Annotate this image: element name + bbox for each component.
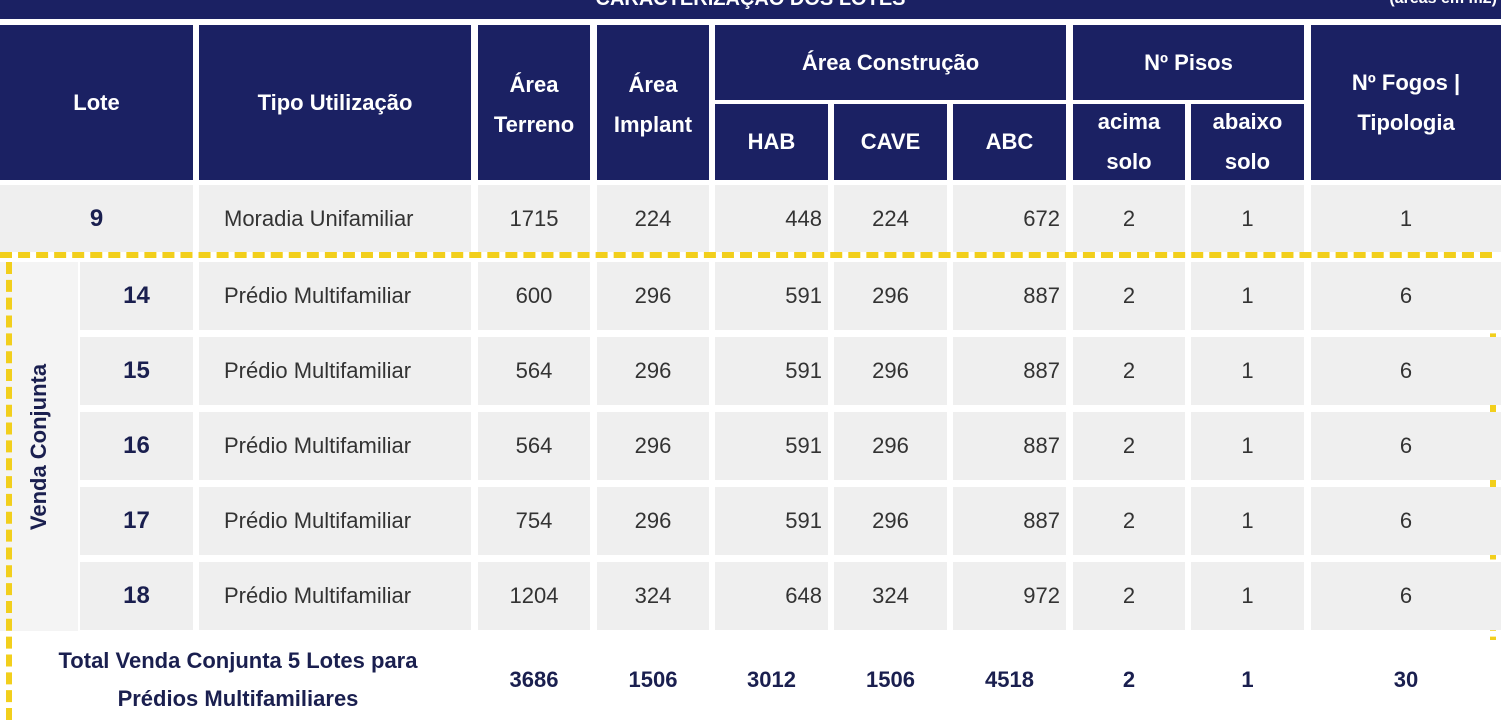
group-border <box>0 252 1492 258</box>
data-cell: 591 <box>715 337 828 405</box>
header-cell: abaixo solo <box>1191 104 1304 180</box>
data-cell: 1 <box>1191 337 1304 405</box>
data-cell: 2 <box>1073 562 1185 630</box>
data-cell: 224 <box>834 185 947 252</box>
lote-cell: 18 <box>80 562 193 630</box>
lote-cell: 9 <box>0 185 193 252</box>
data-cell: 1 <box>1311 185 1501 252</box>
data-cell: Prédio Multifamiliar <box>199 487 471 555</box>
data-cell: 6 <box>1311 412 1501 480</box>
data-cell: 887 <box>953 487 1066 555</box>
data-cell: Prédio Multifamiliar <box>199 562 471 630</box>
lote-cell: 14 <box>80 262 193 330</box>
data-cell: 564 <box>478 412 590 480</box>
data-cell: 296 <box>834 262 947 330</box>
group-border <box>6 262 12 720</box>
header-cell: Área Terreno <box>478 25 590 180</box>
header-cell: Nº Fogos | Tipologia <box>1311 25 1501 180</box>
data-cell: 224 <box>597 185 709 252</box>
group-label: Venda Conjunta <box>26 363 51 530</box>
data-cell: 6 <box>1311 262 1501 330</box>
data-cell: 591 <box>715 487 828 555</box>
data-cell: 324 <box>834 562 947 630</box>
data-cell: Prédio Multifamiliar <box>199 262 471 330</box>
header-cell: Área Implant <box>597 25 709 180</box>
total-cell: 1 <box>1191 640 1304 720</box>
data-cell: 6 <box>1311 337 1501 405</box>
data-cell: Moradia Unifamiliar <box>199 185 471 252</box>
total-label: Total Venda Conjunta 5 Lotes para Prédio… <box>20 640 456 720</box>
data-cell: 887 <box>953 337 1066 405</box>
data-cell: 600 <box>478 262 590 330</box>
header-cell: CAVE <box>834 104 947 180</box>
header-cell: Nº Pisos <box>1073 25 1304 100</box>
data-cell: 296 <box>597 487 709 555</box>
header-cell: ABC <box>953 104 1066 180</box>
data-cell: 672 <box>953 185 1066 252</box>
data-cell: 591 <box>715 412 828 480</box>
header-cell: Área Construção <box>715 25 1066 100</box>
data-cell: Prédio Multifamiliar <box>199 412 471 480</box>
data-cell: 1 <box>1191 262 1304 330</box>
header-cell: acima solo <box>1073 104 1185 180</box>
data-cell: 1715 <box>478 185 590 252</box>
data-cell: 296 <box>597 337 709 405</box>
data-cell: 887 <box>953 412 1066 480</box>
data-cell: 887 <box>953 262 1066 330</box>
data-cell: 296 <box>834 337 947 405</box>
title-bar <box>0 0 1501 19</box>
data-cell: 296 <box>597 412 709 480</box>
data-cell: 1 <box>1191 562 1304 630</box>
total-cell: 1506 <box>597 640 709 720</box>
lote-cell: 15 <box>80 337 193 405</box>
total-cell: 3686 <box>478 640 590 720</box>
title: CARACTERIZAÇÃO DOS LOTES <box>0 0 1501 11</box>
data-cell: 6 <box>1311 562 1501 630</box>
total-cell: 1506 <box>834 640 947 720</box>
header-cell: HAB <box>715 104 828 180</box>
data-cell: 564 <box>478 337 590 405</box>
total-cell: 30 <box>1311 640 1501 720</box>
group-cell: Venda Conjunta <box>0 262 78 631</box>
total-cell: 4518 <box>953 640 1066 720</box>
header-cell: Lote <box>0 25 193 180</box>
data-cell: 1 <box>1191 487 1304 555</box>
data-cell: 2 <box>1073 412 1185 480</box>
data-cell: 296 <box>597 262 709 330</box>
data-cell: 1204 <box>478 562 590 630</box>
data-cell: Prédio Multifamiliar <box>199 337 471 405</box>
data-cell: 1 <box>1191 412 1304 480</box>
data-cell: 6 <box>1311 487 1501 555</box>
data-cell: 972 <box>953 562 1066 630</box>
lote-cell: 17 <box>80 487 193 555</box>
data-cell: 2 <box>1073 337 1185 405</box>
data-cell: 296 <box>834 487 947 555</box>
data-cell: 1 <box>1191 185 1304 252</box>
total-cell: 3012 <box>715 640 828 720</box>
data-cell: 754 <box>478 487 590 555</box>
data-cell: 324 <box>597 562 709 630</box>
data-cell: 296 <box>834 412 947 480</box>
header-cell: Tipo Utilização <box>199 25 471 180</box>
lote-cell: 16 <box>80 412 193 480</box>
data-cell: 2 <box>1073 487 1185 555</box>
data-cell: 648 <box>715 562 828 630</box>
data-cell: 2 <box>1073 262 1185 330</box>
data-cell: 2 <box>1073 185 1185 252</box>
units-note: (áreas em m2) <box>1389 0 1497 8</box>
data-cell: 591 <box>715 262 828 330</box>
total-cell: 2 <box>1073 640 1185 720</box>
data-cell: 448 <box>715 185 828 252</box>
